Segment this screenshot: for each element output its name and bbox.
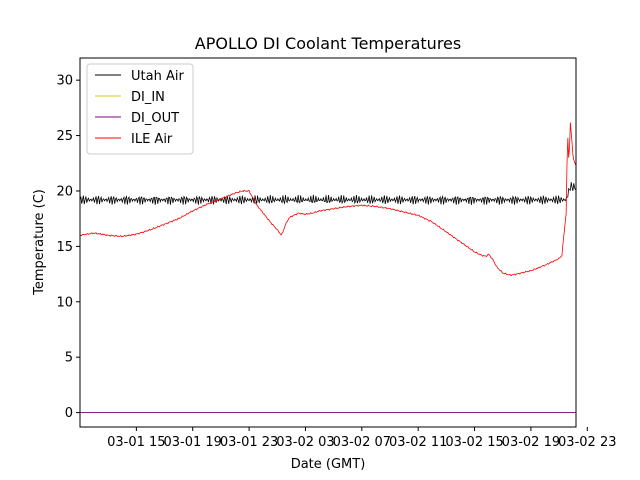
legend-label: DI_IN: [131, 90, 165, 105]
legend-box: [86, 63, 194, 155]
x-tick-label: 03-02 11: [389, 435, 447, 450]
legend-label: ILE Air: [131, 132, 173, 147]
plot-frame: [79, 57, 577, 428]
series-line-ile-air: [80, 122, 576, 277]
legend-label: DI_OUT: [131, 111, 179, 126]
y-axis-label: Temperature (C): [32, 189, 47, 296]
y-tick-label: 0: [65, 406, 73, 421]
y-tick-label: 5: [65, 351, 73, 366]
y-axis: 0 5 10 15 20 25 30: [56, 74, 80, 421]
chart-title: APOLLO DI Coolant Temperatures: [195, 34, 461, 53]
legend: Utah Air DI_IN DI_OUT ILE Air: [86, 63, 194, 155]
x-tick-label: 03-01 19: [164, 435, 222, 450]
y-tick-label: 25: [56, 129, 73, 144]
plot-lines: [80, 122, 576, 414]
x-tick-label: 03-01 23: [220, 435, 278, 450]
y-tick-label: 30: [56, 74, 73, 89]
x-tick-label: 03-02 03: [276, 435, 334, 450]
y-tick-label: 15: [56, 240, 73, 255]
x-tick-label: 03-02 07: [333, 435, 391, 450]
series-line-utah-air: [80, 182, 576, 205]
y-tick-label: 10: [56, 295, 73, 310]
x-tick-label: 03-02 19: [502, 435, 560, 450]
x-tick-label: 03-01 15: [107, 435, 165, 450]
x-tick-label: 03-02 23: [558, 435, 616, 450]
y-tick-label: 20: [56, 184, 73, 199]
legend-label: Utah Air: [131, 69, 184, 84]
x-tick-label: 03-02 15: [445, 435, 503, 450]
x-axis-label: Date (GMT): [291, 457, 366, 472]
